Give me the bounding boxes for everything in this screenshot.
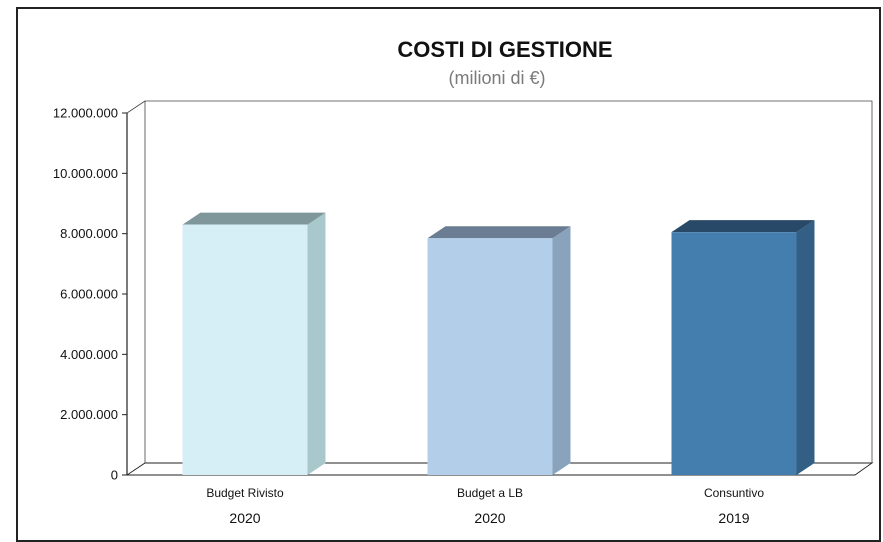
x-category-label: Budget Rivisto [206,486,284,500]
y-tick-label: 6.000.000 [60,287,118,302]
bar-1 [182,212,326,475]
bar-2 [427,226,571,475]
chart-subtitle: (milioni di €) [448,68,545,88]
chart-border [16,7,881,542]
bar-front-face [427,238,553,475]
bar-top-face [427,226,571,239]
x-year-label: 2019 [718,510,749,526]
y-tick-label: 4.000.000 [60,347,118,362]
bar-top-face [671,220,815,233]
bar-side-face [796,220,815,475]
y-tick-label: 2.000.000 [60,407,118,422]
y-tick-label: 12.000.000 [53,106,118,121]
x-year-label: 2020 [474,510,505,526]
bar-side-face [552,226,571,475]
x-category-label: Budget a LB [457,486,523,500]
wall-top-edge [126,100,146,114]
bar-front-face [182,224,308,475]
y-tick-label: 8.000.000 [60,226,118,241]
x-year-label: 2020 [229,510,260,526]
bar-side-face [307,212,326,475]
bar-front-face [671,232,797,475]
y-ticks: 0 2.000.000 4.000.000 6.000.000 8.000.000 10.… [53,106,127,483]
y-tick-label: 0 [111,468,118,483]
bars-group [182,212,815,475]
chart-title: COSTI DI GESTIONE [397,37,612,62]
x-category-label: Consuntivo [704,486,764,500]
x-labels: Budget Rivisto 2020 Budget a LB 2020 Consunt… [206,486,764,526]
y-tick-label: 10.000.000 [53,166,118,181]
bar-top-face [182,212,326,225]
bar-3 [671,220,815,475]
plot-floor [125,462,874,476]
